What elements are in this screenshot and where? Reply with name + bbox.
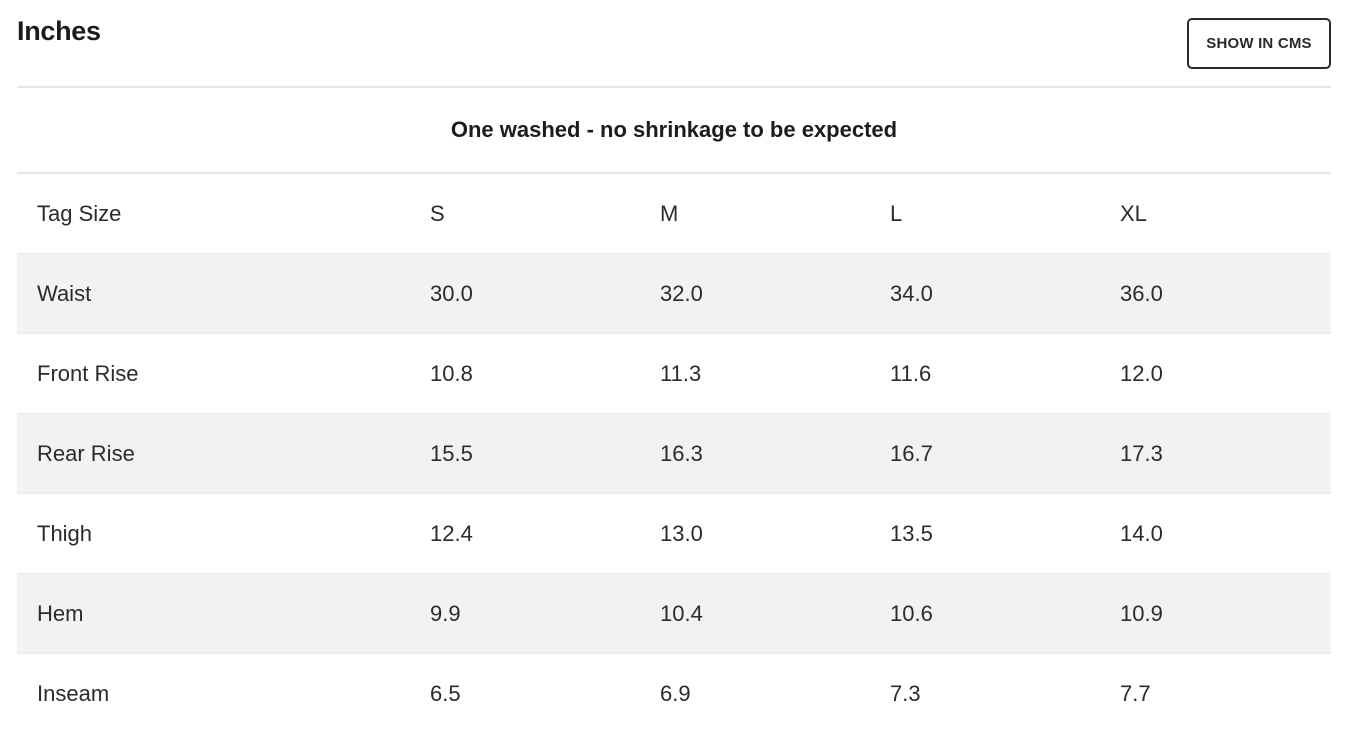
table-cell: 14.0: [1120, 494, 1331, 574]
table-cell: 10.9: [1120, 574, 1331, 654]
column-header-l: L: [890, 174, 1120, 254]
column-header-m: M: [660, 174, 890, 254]
table-caption: One washed - no shrinkage to be expected: [17, 86, 1331, 174]
row-label: Rear Rise: [17, 414, 430, 494]
table-cell: 6.9: [660, 654, 890, 733]
table-cell: 13.0: [660, 494, 890, 574]
table-cell: 10.6: [890, 574, 1120, 654]
table-cell: 11.6: [890, 334, 1120, 414]
size-chart: One washed - no shrinkage to be expected…: [17, 86, 1331, 733]
table-row: Front Rise 10.8 11.3 11.6 12.0: [17, 334, 1331, 414]
row-label: Inseam: [17, 654, 430, 733]
show-in-cms-button[interactable]: SHOW IN CMS: [1187, 18, 1331, 69]
table-cell: 32.0: [660, 254, 890, 334]
table-cell: 11.3: [660, 334, 890, 414]
row-label: Front Rise: [17, 334, 430, 414]
column-header-tag-size: Tag Size: [17, 174, 430, 254]
table-cell: 12.4: [430, 494, 660, 574]
table-cell: 34.0: [890, 254, 1120, 334]
row-label: Waist: [17, 254, 430, 334]
table-row: Waist 30.0 32.0 34.0 36.0: [17, 254, 1331, 334]
table-cell: 16.7: [890, 414, 1120, 494]
table-cell: 7.7: [1120, 654, 1331, 733]
table-cell: 6.5: [430, 654, 660, 733]
table-row: Thigh 12.4 13.0 13.5 14.0: [17, 494, 1331, 574]
size-table: Tag Size S M L XL Waist 30.0 32.0 34.0 3…: [17, 174, 1331, 733]
table-row: Inseam 6.5 6.9 7.3 7.7: [17, 654, 1331, 733]
page-title: Inches: [17, 16, 101, 47]
row-label: Thigh: [17, 494, 430, 574]
table-header-row: Tag Size S M L XL: [17, 174, 1331, 254]
table-cell: 13.5: [890, 494, 1120, 574]
column-header-s: S: [430, 174, 660, 254]
table-cell: 10.4: [660, 574, 890, 654]
table-cell: 9.9: [430, 574, 660, 654]
table-cell: 12.0: [1120, 334, 1331, 414]
table-cell: 15.5: [430, 414, 660, 494]
table-row: Rear Rise 15.5 16.3 16.7 17.3: [17, 414, 1331, 494]
column-header-xl: XL: [1120, 174, 1331, 254]
table-cell: 30.0: [430, 254, 660, 334]
table-cell: 17.3: [1120, 414, 1331, 494]
table-cell: 36.0: [1120, 254, 1331, 334]
table-row: Hem 9.9 10.4 10.6 10.9: [17, 574, 1331, 654]
row-label: Hem: [17, 574, 430, 654]
table-cell: 10.8: [430, 334, 660, 414]
table-cell: 7.3: [890, 654, 1120, 733]
table-cell: 16.3: [660, 414, 890, 494]
